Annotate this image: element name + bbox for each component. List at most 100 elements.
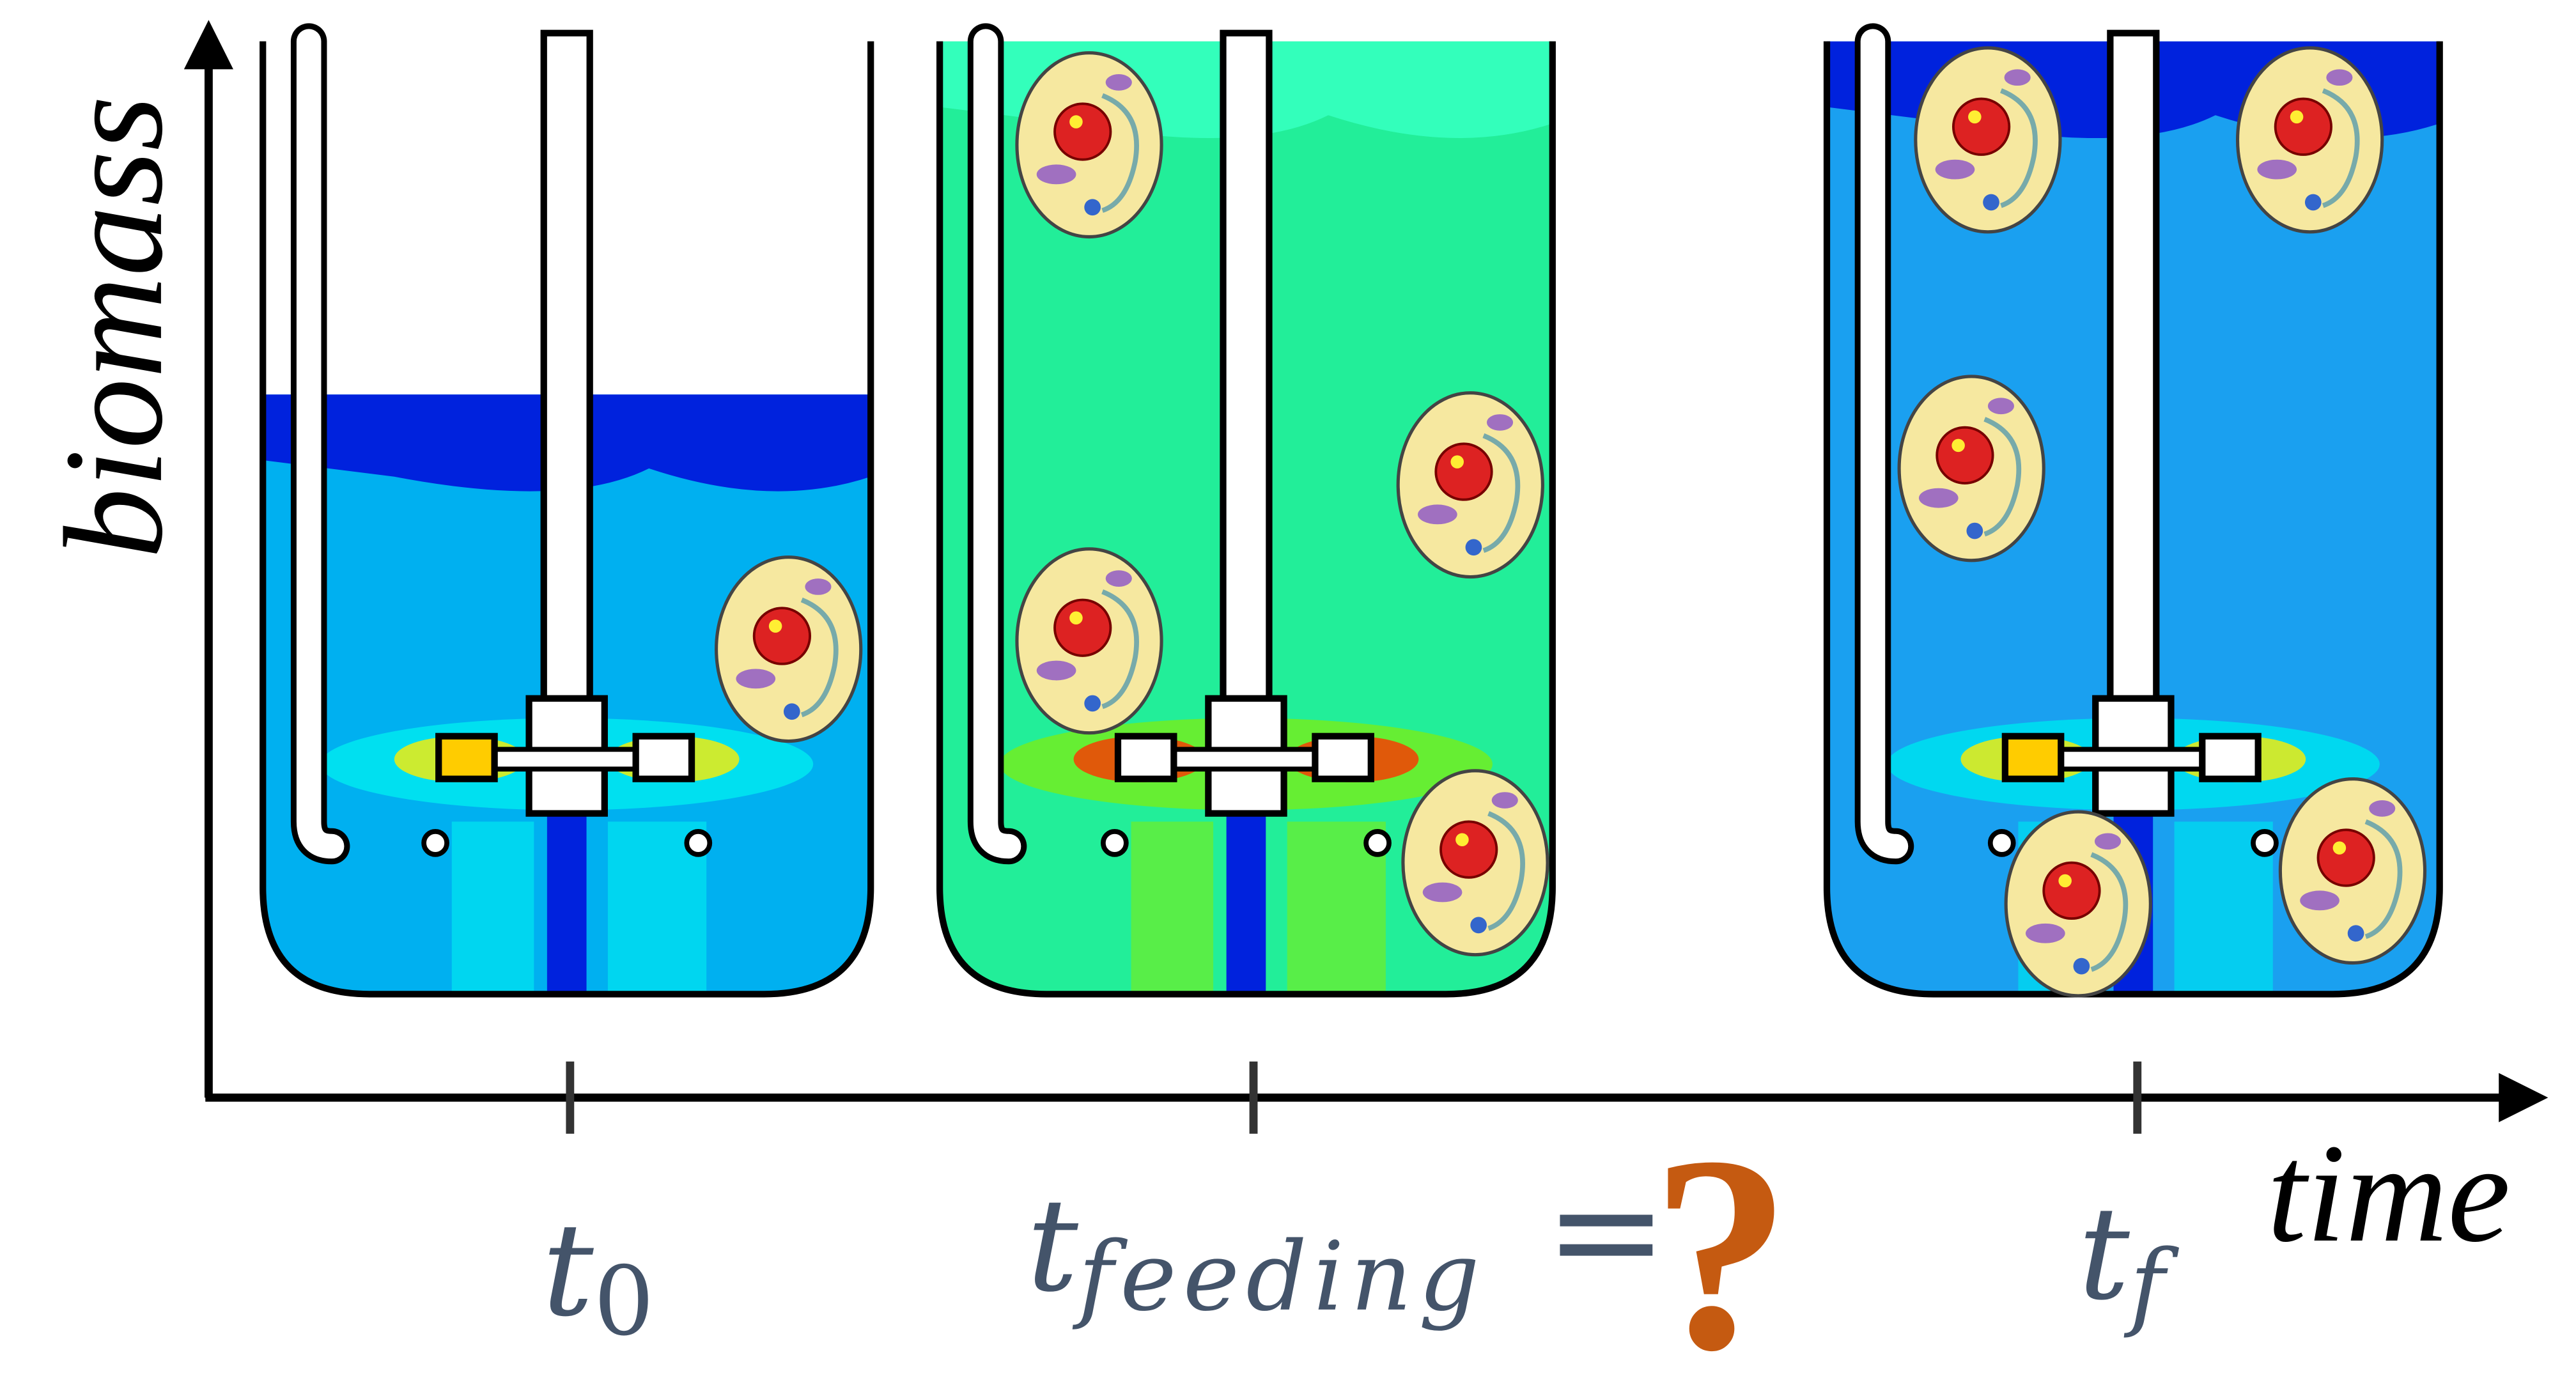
vesicle: [2304, 194, 2322, 211]
cell-icon: [1897, 375, 2045, 562]
nucleolus: [1968, 110, 1982, 124]
organelle: [2369, 800, 2396, 817]
sparger-tube: [1860, 29, 1909, 859]
nucleolus: [1450, 455, 1464, 469]
cell-icon: [1396, 391, 1544, 579]
nucleolus: [1069, 611, 1083, 625]
cell-icon: [1914, 46, 2062, 234]
vesicle: [2347, 925, 2364, 942]
organelle: [736, 669, 776, 689]
reactors: [260, 23, 2443, 998]
organelle: [1987, 398, 2015, 415]
vessel-wall: [936, 41, 1556, 998]
organelle: [1918, 488, 1959, 508]
organelle: [1935, 159, 1975, 180]
organelle: [2025, 923, 2065, 943]
shaft: [2107, 29, 2160, 743]
vesicle: [1084, 199, 1101, 216]
nucleolus: [1455, 833, 1469, 847]
blade: [2001, 732, 2065, 782]
shaft: [1220, 29, 1273, 743]
arm: [2056, 747, 2210, 772]
organelle: [2364, 819, 2403, 940]
blade: [435, 732, 498, 782]
nucleus: [752, 607, 812, 665]
arm: [490, 747, 644, 772]
organelle: [1486, 414, 1514, 431]
cell-icon: [1015, 547, 1163, 735]
nucleolus: [2058, 874, 2072, 888]
organelle: [2004, 69, 2031, 86]
cell-icon: [2278, 777, 2427, 965]
nucleus: [2316, 828, 2375, 887]
sparger-tube: [296, 29, 345, 859]
nucleolus: [1951, 438, 1965, 453]
flow-region: [547, 789, 587, 995]
inlet: [1363, 829, 1392, 857]
organelle: [1482, 433, 1521, 554]
organelle: [1036, 164, 1076, 185]
sparger-tube: [973, 29, 1021, 859]
vessel-wall: [260, 41, 874, 998]
organelle: [1101, 93, 1139, 213]
vessel-wall: [1823, 41, 2443, 998]
time-label: t0: [542, 1197, 654, 1358]
organelle: [1105, 74, 1132, 91]
vesicle: [1465, 539, 1482, 556]
vesicle: [1084, 695, 1101, 712]
symbol: t: [1027, 1172, 1078, 1321]
flow-region: [451, 821, 534, 995]
nucleus: [1053, 598, 1112, 657]
organelle: [2300, 890, 2339, 911]
x-axis-label: time: [2267, 1115, 2511, 1271]
cell-icon: [2235, 46, 2384, 234]
organelle: [2326, 69, 2353, 86]
organelle: [2094, 833, 2122, 850]
nucleolus: [2290, 110, 2304, 124]
organelle: [1418, 504, 1457, 525]
blade: [2199, 732, 2262, 782]
cell-icon: [2004, 810, 2152, 998]
vesicle: [783, 703, 800, 720]
organelle: [1101, 589, 1139, 709]
organelle: [2090, 852, 2129, 972]
subscript: f: [2123, 1230, 2180, 1341]
nucleus: [2042, 861, 2101, 920]
inlet: [421, 829, 449, 857]
symbol: t: [542, 1197, 594, 1345]
time-label: tf: [2078, 1180, 2180, 1341]
symbol: t: [2078, 1180, 2130, 1329]
inlet: [1101, 829, 1129, 857]
nucleus: [1434, 442, 1493, 501]
y-axis-label: biomass: [35, 96, 192, 559]
vesicle: [1983, 194, 1999, 211]
nucleolus: [768, 619, 782, 633]
arm: [1169, 747, 1323, 772]
nucleolus: [1069, 115, 1083, 128]
organelle: [1422, 882, 1463, 903]
inlet: [684, 829, 713, 857]
flow-region: [1131, 821, 1214, 995]
organelle: [2322, 88, 2360, 208]
cell-icon: [1015, 51, 1163, 239]
organelle: [1983, 417, 2022, 537]
nucleus: [2274, 97, 2332, 156]
organelle: [2257, 159, 2297, 180]
cell-icon: [715, 555, 863, 743]
reactor: [260, 23, 874, 998]
nucleolus: [2332, 841, 2347, 855]
subscript: 0: [594, 1246, 655, 1357]
organelle: [1487, 811, 1525, 931]
blade: [1114, 732, 1177, 782]
vesicle: [1470, 917, 1487, 934]
organelle: [1105, 570, 1132, 587]
nucleus: [1936, 426, 1994, 484]
organelle: [1036, 660, 1076, 681]
reactor: [1823, 23, 2443, 998]
subscript: feeding: [1072, 1222, 1486, 1333]
organelle: [1491, 792, 1518, 809]
cell-icon: [1401, 769, 1549, 957]
shaft: [540, 29, 593, 743]
time-label: tfeeding: [1027, 1172, 1486, 1333]
